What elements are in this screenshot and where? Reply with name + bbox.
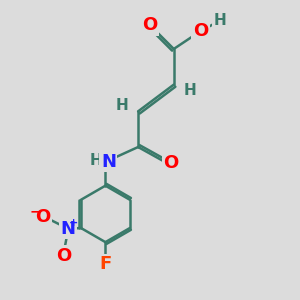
Text: −: − [29, 204, 41, 218]
Text: O: O [163, 154, 178, 172]
Text: H: H [184, 83, 196, 98]
Text: H: H [214, 13, 226, 28]
Text: H: H [116, 98, 128, 113]
Text: O: O [193, 22, 208, 40]
Text: H: H [90, 153, 103, 168]
Text: +: + [69, 218, 78, 228]
Text: O: O [56, 247, 71, 265]
Text: F: F [99, 255, 112, 273]
Text: N: N [101, 153, 116, 171]
Text: O: O [35, 208, 51, 226]
Text: N: N [61, 220, 76, 238]
Text: O: O [142, 16, 158, 34]
